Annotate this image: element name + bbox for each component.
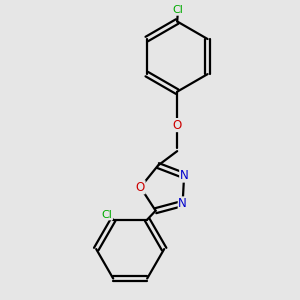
- Text: O: O: [136, 181, 145, 194]
- Text: O: O: [172, 118, 182, 132]
- Text: N: N: [178, 197, 187, 210]
- Text: N: N: [180, 169, 188, 182]
- Text: Cl: Cl: [101, 210, 112, 220]
- Text: Cl: Cl: [173, 5, 184, 15]
